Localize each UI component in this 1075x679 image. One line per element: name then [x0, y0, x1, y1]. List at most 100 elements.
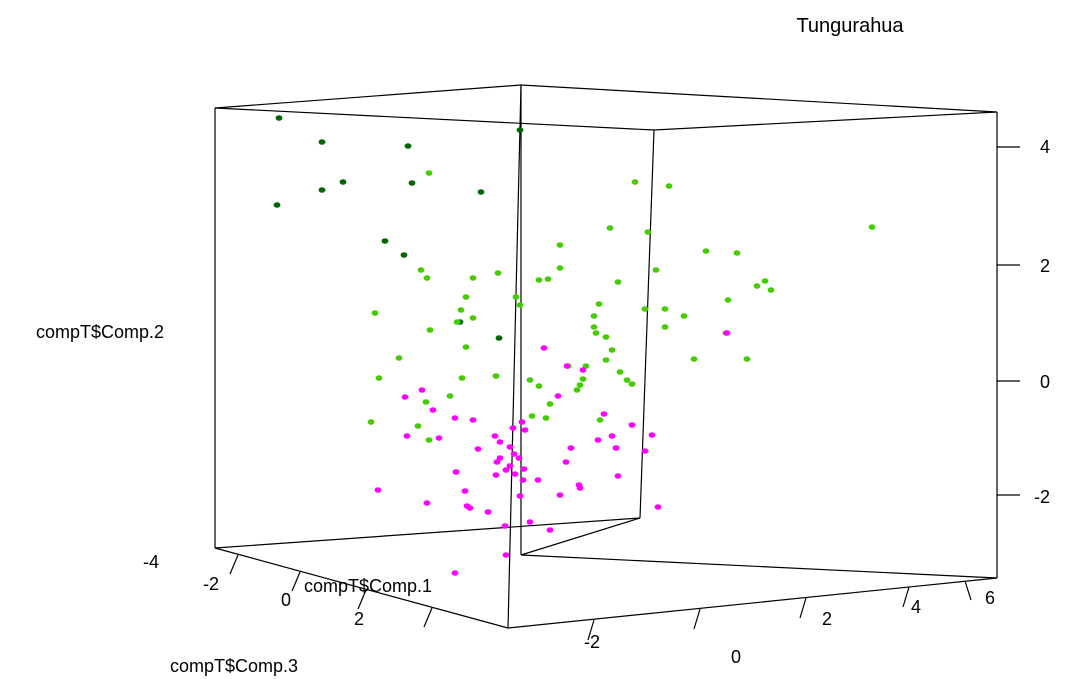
data-point-magenta-47 [576, 485, 584, 491]
data-point-magenta-36 [614, 473, 622, 479]
data-point-green-29 [661, 306, 669, 312]
data-point-dark_green-1 [318, 139, 326, 145]
data-point-green-64 [414, 423, 422, 429]
data-point-magenta-34 [511, 471, 519, 477]
tick-label-y: -2 [203, 574, 219, 594]
data-point-magenta-27 [510, 451, 518, 457]
data-point-dark_green-7 [477, 189, 485, 195]
data-point-magenta-35 [562, 459, 570, 465]
data-point-dark_green-6 [408, 180, 416, 186]
data-point-green-45 [602, 357, 610, 363]
tick-label-right: -2 [1034, 487, 1050, 507]
data-point-magenta-4 [418, 387, 426, 393]
data-point-magenta-51 [484, 509, 492, 515]
tick-label-x: -2 [584, 632, 600, 652]
data-point-green-22 [512, 294, 520, 300]
data-point-green-2 [665, 183, 673, 189]
data-point-green-62 [528, 413, 536, 419]
data-point-green-23 [516, 302, 524, 308]
data-point-green-59 [446, 393, 454, 399]
data-point-magenta-9 [600, 411, 608, 417]
data-point-magenta-40 [534, 477, 542, 483]
data-point-magenta-12 [469, 417, 477, 423]
data-point-magenta-8 [451, 415, 459, 421]
box-edge [507, 577, 998, 629]
data-point-green-44 [608, 347, 616, 353]
data-point-green-54 [579, 376, 587, 382]
data-point-green-65 [596, 417, 604, 423]
data-point-magenta-25 [612, 445, 620, 451]
data-point-magenta-39 [519, 477, 527, 483]
data-point-green-21 [462, 294, 470, 300]
data-point-dark_green-2 [404, 143, 412, 149]
data-point-green-43 [395, 355, 403, 361]
data-point-magenta-18 [491, 433, 499, 439]
data-point-green-37 [592, 330, 600, 336]
data-point-green-10 [494, 270, 502, 276]
data-point-dark_green-4 [318, 187, 326, 193]
tick-label-y: -4 [143, 552, 159, 572]
data-point-magenta-54 [501, 523, 509, 529]
data-point-magenta-50 [654, 504, 662, 510]
data-point-magenta-28 [496, 455, 504, 461]
data-point-green-46 [582, 363, 590, 369]
box-edge [507, 84, 522, 629]
data-point-magenta-53 [546, 527, 554, 533]
data-point-green-58 [573, 387, 581, 393]
data-point-green-24 [595, 301, 603, 307]
box-edge [214, 547, 509, 629]
data-point-green-31 [590, 313, 598, 319]
tick-label-z: 0 [281, 590, 291, 610]
box-edge [214, 517, 641, 549]
tick-label-right: 2 [1040, 256, 1050, 276]
data-point-magenta-26 [641, 448, 649, 454]
data-point-green-67 [425, 437, 433, 443]
data-point-green-50 [458, 375, 466, 381]
data-point-green-11 [544, 276, 552, 282]
data-point-magenta-14 [521, 427, 529, 433]
data-point-magenta-23 [474, 446, 482, 452]
data-point-green-4 [644, 229, 652, 235]
data-point-green-14 [423, 275, 431, 281]
data-point-magenta-44 [461, 488, 469, 494]
data-point-green-6 [556, 242, 564, 248]
data-point-magenta-45 [516, 493, 524, 499]
data-point-dark_green-8 [273, 202, 281, 208]
data-point-magenta-32 [520, 466, 528, 472]
box-edge [639, 129, 655, 519]
data-point-green-0 [425, 170, 433, 176]
data-point-magenta-15 [509, 425, 517, 431]
tick-label-right: 4 [1040, 137, 1050, 157]
data-point-green-34 [590, 324, 598, 330]
data-point-magenta-13 [518, 419, 526, 425]
tick-marks [229, 146, 1020, 641]
data-point-green-25 [724, 297, 732, 303]
data-point-green-30 [680, 313, 688, 319]
data-point-green-53 [623, 377, 631, 383]
data-point-magenta-0 [540, 345, 548, 351]
data-point-green-63 [367, 419, 375, 425]
data-point-green-32 [469, 315, 477, 321]
data-point-green-40 [462, 344, 470, 350]
axis-label-comp3: compT$Comp.3 [170, 656, 298, 676]
data-point-green-15 [761, 278, 769, 284]
data-point-magenta-29 [515, 455, 523, 461]
tick-label-right: 0 [1040, 372, 1050, 392]
data-point-magenta-17 [435, 435, 443, 441]
data-point-magenta-19 [496, 439, 504, 445]
data-point-green-26 [457, 307, 465, 313]
data-point-magenta-38 [492, 472, 500, 478]
data-point-green-8 [733, 250, 741, 256]
data-point-magenta-42 [374, 487, 382, 493]
data-point-green-18 [614, 279, 622, 285]
axis-label-comp2: compT$Comp.2 [36, 322, 164, 342]
data-point-green-3 [606, 225, 614, 231]
data-point-magenta-56 [451, 570, 459, 576]
data-point-magenta-11 [648, 432, 656, 438]
data-point-magenta-33 [502, 467, 510, 473]
data-point-dark_green-3 [516, 127, 524, 133]
data-point-magenta-24 [567, 445, 575, 451]
data-point-green-7 [702, 248, 710, 254]
data-point-dark_green-9 [381, 238, 389, 244]
